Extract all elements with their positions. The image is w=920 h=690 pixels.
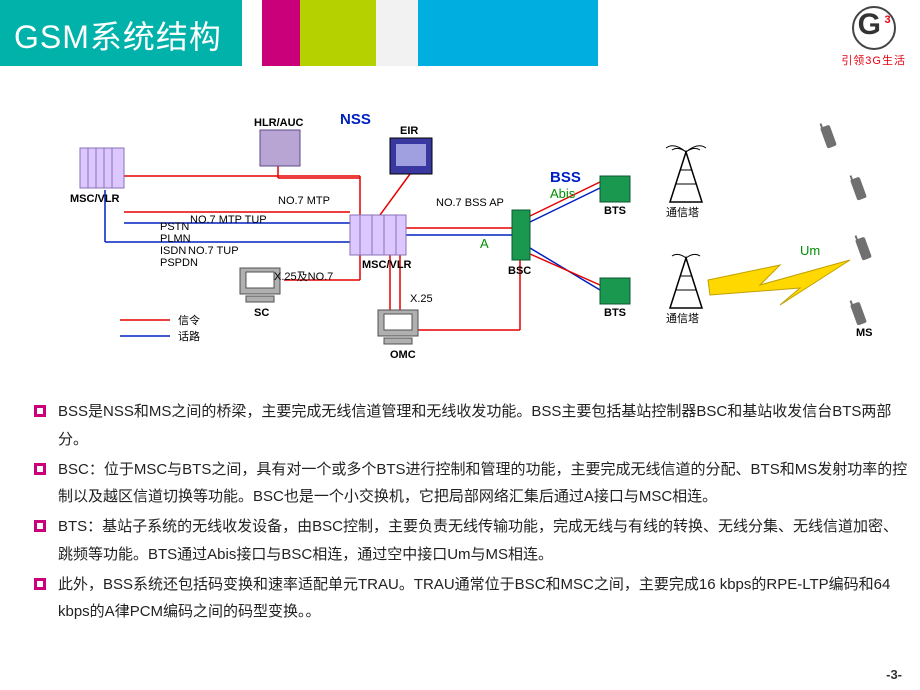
color-strip-segment bbox=[418, 0, 598, 66]
svg-text:A: A bbox=[480, 236, 489, 251]
svg-text:通信塔: 通信塔 bbox=[666, 206, 699, 219]
bss-label: BSS bbox=[550, 169, 581, 186]
svg-text:话路: 话路 bbox=[178, 330, 200, 343]
slide-header: GSM系统结构 G 3 引领3G生活 bbox=[0, 0, 920, 86]
svg-text:PLMN: PLMN bbox=[160, 233, 191, 245]
title-bar: GSM系统结构 bbox=[0, 0, 242, 66]
svg-text:BSC: BSC bbox=[508, 265, 531, 277]
svg-text:BTS: BTS bbox=[604, 307, 626, 319]
svg-text:MSC/VLR: MSC/VLR bbox=[70, 193, 120, 205]
phone-icon bbox=[819, 121, 837, 149]
svg-text:信令: 信令 bbox=[178, 313, 200, 327]
svg-text:NO.7 MTP: NO.7 MTP bbox=[278, 195, 330, 207]
svg-text:NO.7 BSS AP: NO.7 BSS AP bbox=[436, 197, 504, 209]
bullet-item: BTS：基站子系统的无线收发设备，由BSC控制，主要负责无线传输功能，完成无线与… bbox=[30, 513, 910, 569]
svg-text:通信塔: 通信塔 bbox=[666, 312, 699, 325]
svg-text:MSC/VLR: MSC/VLR bbox=[362, 259, 412, 271]
logo: G 3 引领3G生活 bbox=[841, 6, 906, 68]
slide-title: GSM系统结构 bbox=[0, 0, 242, 66]
phone-icon bbox=[849, 173, 867, 201]
svg-text:Abis: Abis bbox=[550, 186, 576, 201]
bullet-item: 此外，BSS系统还包括码变换和速率适配单元TRAU。TRAU通常位于BSC和MS… bbox=[30, 571, 910, 627]
network-diagram: NSS BSS MSC/VLR HLR/AUC EIR MSC/VLR SC O… bbox=[60, 110, 880, 380]
svg-text:EIR: EIR bbox=[400, 125, 418, 137]
svg-text:PSTN: PSTN bbox=[160, 221, 189, 233]
color-strip-segment bbox=[262, 0, 300, 66]
phone-icon bbox=[849, 298, 867, 326]
svg-text:PSPDN: PSPDN bbox=[160, 257, 198, 269]
bullet-item: BSS是NSS和MS之间的桥梁，主要完成无线信道管理和无线收发功能。BSS主要包… bbox=[30, 398, 910, 454]
svg-text:MS: MS bbox=[856, 327, 873, 339]
phone-icon bbox=[854, 233, 872, 261]
logo-g-icon: G bbox=[858, 8, 881, 42]
svg-text:OMC: OMC bbox=[390, 349, 416, 361]
svg-text:X.25及NO.7: X.25及NO.7 bbox=[274, 271, 333, 283]
bullet-list: BSS是NSS和MS之间的桥梁，主要完成无线信道管理和无线收发功能。BSS主要包… bbox=[30, 398, 910, 626]
svg-text:NO.7 MTP TUP: NO.7 MTP TUP bbox=[190, 214, 267, 226]
nss-label: NSS bbox=[340, 111, 371, 128]
svg-text:Um: Um bbox=[800, 243, 820, 258]
svg-text:NO.7 TUP: NO.7 TUP bbox=[188, 245, 239, 257]
svg-text:HLR/AUC: HLR/AUC bbox=[254, 117, 304, 129]
page-number: -3- bbox=[886, 667, 902, 682]
svg-text:BTS: BTS bbox=[604, 205, 626, 217]
svg-text:X.25: X.25 bbox=[410, 293, 433, 305]
svg-text:SC: SC bbox=[254, 307, 269, 319]
logo-3-icon: 3 bbox=[885, 14, 891, 26]
body-content: BSS是NSS和MS之间的桥梁，主要完成无线信道管理和无线收发功能。BSS主要包… bbox=[30, 398, 910, 628]
color-strip bbox=[262, 0, 598, 66]
bullet-item: BSC：位于MSC与BTS之间，具有对一个或多个BTS进行控制和管理的功能，主要… bbox=[30, 456, 910, 512]
logo-circle: G 3 bbox=[852, 6, 896, 50]
color-strip-segment bbox=[300, 0, 376, 66]
svg-text:ISDN: ISDN bbox=[160, 245, 186, 257]
color-strip-segment bbox=[376, 0, 418, 66]
logo-tagline: 引领3G生活 bbox=[841, 52, 906, 68]
